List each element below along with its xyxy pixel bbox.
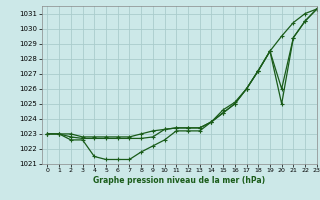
X-axis label: Graphe pression niveau de la mer (hPa): Graphe pression niveau de la mer (hPa): [93, 176, 265, 185]
